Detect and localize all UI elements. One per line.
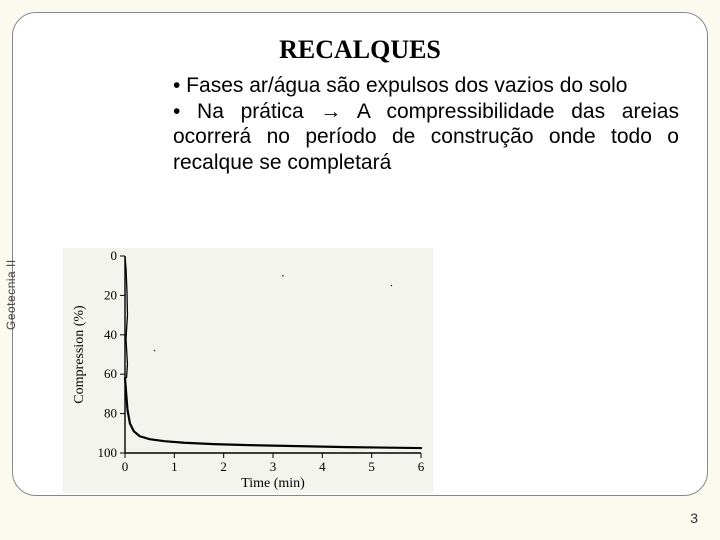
bullet-2: • Na prática → A compressibilidade das a…: [173, 99, 679, 176]
svg-text:5: 5: [368, 459, 375, 474]
chart-svg: 0 20 40 60 80 100 0 1 2 3 4 5 6 Compression (%) Time (…: [63, 248, 433, 493]
bullet-1: • Fases ar/água são expulsos dos vazios …: [173, 73, 679, 99]
svg-text:0: 0: [111, 248, 118, 263]
svg-text:Compression (%): Compression (%): [72, 305, 87, 404]
svg-text:60: 60: [104, 366, 117, 381]
svg-text:6: 6: [418, 459, 425, 474]
svg-text:0: 0: [122, 459, 129, 474]
svg-text:Time (min): Time (min): [241, 476, 305, 491]
svg-text:3: 3: [270, 459, 277, 474]
page-number: 3: [690, 510, 698, 526]
svg-text:4: 4: [319, 459, 326, 474]
svg-text:100: 100: [98, 445, 118, 460]
slide-frame: RECALQUES • Fases ar/água são expulsos d…: [12, 12, 708, 496]
slide-title: RECALQUES: [13, 35, 707, 65]
compression-time-chart: 0 20 40 60 80 100 0 1 2 3 4 5 6 Compression (%) Time (…: [63, 248, 433, 493]
sidebar-label: Geotecnia II: [4, 259, 18, 330]
svg-text:20: 20: [104, 287, 117, 302]
svg-text:80: 80: [104, 406, 117, 421]
svg-text:1: 1: [171, 459, 178, 474]
svg-text:2: 2: [220, 459, 227, 474]
slide-body: • Fases ar/água são expulsos dos vazios …: [173, 73, 679, 175]
svg-text:40: 40: [104, 327, 117, 342]
